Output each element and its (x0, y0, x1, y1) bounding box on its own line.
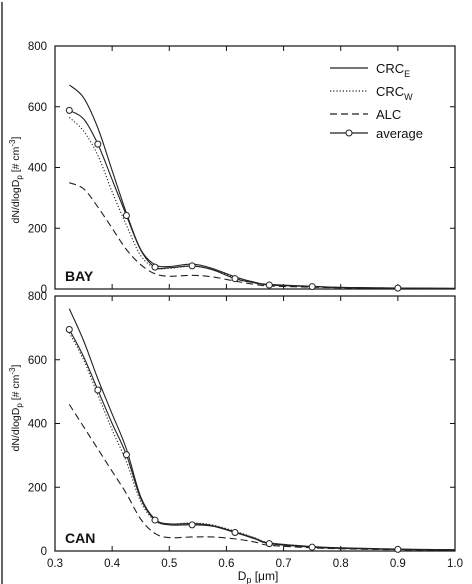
x-tick-label: 0.6 (218, 558, 234, 570)
y-tick-label-can: 0 (41, 546, 47, 558)
panel-can: 0 200 400 600 800 0.3 0.4 0.5 0.6 0.7 0.8 0.9 1.0 CAN (28, 291, 463, 570)
average-marker-bay (231, 275, 239, 283)
average-marker-bay (265, 281, 273, 289)
average-marker-bay (94, 140, 102, 148)
x-axis-label: Dp [μm] (238, 569, 279, 584)
panel-bay: 0 200 400 600 800 BAY (28, 41, 456, 296)
legend-label-crc-e: CRCE (376, 61, 410, 79)
panel-label-can: CAN (65, 530, 95, 546)
y-axis-label-top: dN/dlogDp [# cm-3] (8, 136, 24, 223)
average-marker-can (188, 521, 196, 529)
y-tick-label-can: 200 (28, 482, 47, 494)
panel-label-bay: BAY (65, 268, 94, 284)
x-tick-label: 0.4 (104, 558, 121, 570)
average-marker-can (394, 545, 402, 553)
average-marker-can (94, 386, 102, 394)
y-tick-label-bay: 400 (28, 163, 47, 175)
average-marker-bay (394, 284, 402, 292)
average-marker-can (122, 451, 130, 459)
legend-label-alc: ALC (376, 107, 401, 122)
y-tick-label-can: 800 (28, 291, 47, 303)
legend-label-average: average (376, 126, 423, 141)
y-tick-label-can: 400 (28, 419, 47, 431)
legend-marker-average (345, 129, 353, 137)
y-tick-label-bay: 600 (28, 102, 47, 114)
average-marker-bay (122, 211, 130, 219)
y-tick-label-bay: 800 (28, 41, 47, 53)
average-marker-can (151, 516, 159, 524)
average-marker-can (308, 543, 316, 551)
x-tick-label: 0.5 (161, 558, 177, 570)
average-marker-can (231, 529, 239, 537)
legend: CRCE CRCW ALC average (330, 61, 423, 141)
average-marker-can (265, 540, 273, 548)
x-tick-label: 1.0 (447, 558, 463, 570)
legend-label-crc-w: CRCW (376, 84, 413, 102)
y-tick-label-can: 600 (28, 355, 47, 367)
average-marker-bay (151, 263, 159, 271)
average-marker-can (65, 325, 73, 333)
x-tick-label: 0.9 (390, 558, 406, 570)
average-marker-bay (308, 283, 316, 291)
average-marker-bay (188, 262, 196, 270)
average-marker-bay (65, 106, 73, 114)
x-tick-label: 0.7 (276, 558, 292, 570)
y-tick-label-bay: 0 (41, 284, 47, 296)
series-line-alc-bay (69, 182, 456, 290)
x-tick-label: 0.3 (47, 558, 63, 570)
y-tick-label-bay: 200 (28, 223, 47, 235)
y-axis-label-bottom: dN/dlogDp [# cm-3] (8, 364, 24, 451)
x-tick-label: 0.8 (333, 558, 349, 570)
